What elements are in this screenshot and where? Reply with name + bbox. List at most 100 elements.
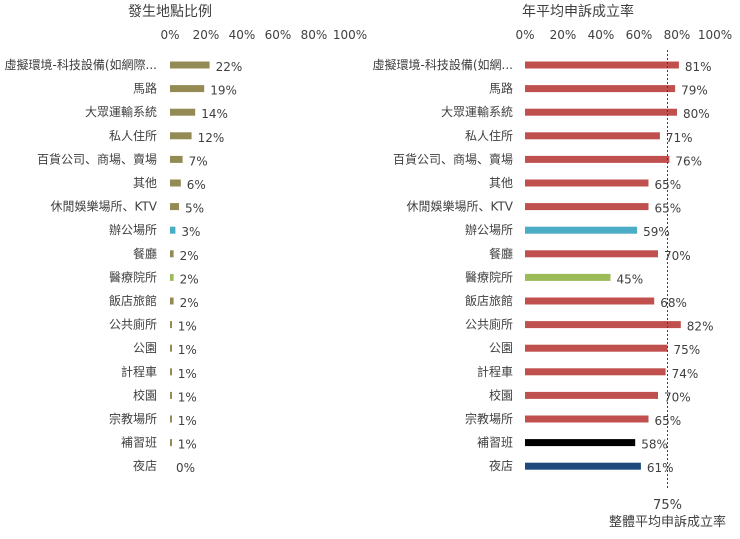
- right-value-label: 68%: [660, 296, 687, 310]
- right-category-label: 夜店: [489, 458, 513, 473]
- left-axis-tick-label: 20%: [193, 28, 220, 42]
- left-bar: [170, 108, 196, 116]
- left-bar: [170, 368, 172, 376]
- left-category-label: 休閒娛樂場所、KTV: [51, 199, 158, 214]
- right-chart-title: 年平均申訴成立率: [522, 3, 634, 20]
- right-category-label: 計程車: [477, 364, 513, 379]
- left-value-label: 1%: [178, 414, 197, 428]
- left-bar: [170, 155, 183, 163]
- left-category-label: 大眾運輸系統: [85, 104, 157, 119]
- right-bar: [525, 321, 681, 329]
- left-bar: [170, 85, 205, 93]
- left-category-label: 飯店旅館: [109, 293, 157, 308]
- right-bar: [525, 368, 666, 376]
- right-value-label: 65%: [655, 414, 682, 428]
- left-bar: [170, 297, 174, 305]
- right-category-label: 醫療院所: [465, 270, 513, 284]
- right-axis-tick-label: 0%: [515, 28, 534, 42]
- right-value-label: 61%: [647, 461, 674, 475]
- left-value-label: 2%: [180, 272, 199, 286]
- left-bar: [170, 226, 176, 234]
- right-bar: [525, 155, 670, 163]
- left-axis-tick-label: 100%: [333, 28, 367, 42]
- left-value-label: 12%: [198, 131, 225, 145]
- left-category-label: 公共廁所: [109, 317, 157, 332]
- right-category-label: 辦公場所: [465, 223, 513, 237]
- left-value-label: 3%: [181, 225, 200, 239]
- left-category-label: 醫療院所: [109, 270, 157, 284]
- right-bar: [525, 462, 641, 470]
- left-chart-title: 發生地點比例: [128, 4, 212, 20]
- right-category-label: 馬路: [489, 81, 513, 96]
- left-axis-tick-label: 40%: [229, 28, 256, 42]
- right-bar: [525, 391, 658, 399]
- left-category-label: 計程車: [121, 364, 157, 379]
- left-category-label: 其他: [133, 176, 157, 190]
- right-bar: [525, 179, 649, 187]
- left-category-label: 餐廳: [133, 246, 157, 261]
- left-bar: [170, 132, 192, 140]
- left-bar: [170, 439, 172, 447]
- left-category-label: 補習班: [121, 436, 157, 450]
- right-bar: [525, 61, 679, 69]
- right-bar: [525, 439, 636, 447]
- left-bar: [170, 250, 174, 258]
- right-category-label: 其他: [489, 176, 513, 190]
- right-value-label: 71%: [666, 131, 693, 145]
- right-value-label: 81%: [685, 60, 712, 74]
- left-bar: [170, 415, 172, 423]
- right-category-label: 公園: [489, 341, 513, 355]
- right-value-label: 58%: [641, 438, 668, 452]
- left-category-label: 馬路: [133, 81, 157, 96]
- right-bar: [525, 273, 611, 281]
- left-value-label: 1%: [178, 343, 197, 357]
- right-axis-tick-label: 80%: [664, 28, 691, 42]
- left-bar: [170, 344, 172, 352]
- right-category-label: 飯店旅館: [465, 293, 513, 308]
- left-category-label: 百貨公司、商場、賣場: [37, 151, 157, 166]
- left-category-label: 夜店: [133, 458, 157, 473]
- right-category-label: 百貨公司、商場、賣場: [393, 151, 513, 166]
- right-value-label: 79%: [681, 84, 708, 98]
- right-value-label: 65%: [655, 202, 682, 216]
- right-value-label: 70%: [664, 390, 691, 404]
- right-bar: [525, 415, 649, 423]
- right-bar: [525, 108, 677, 116]
- right-category-label: 大眾運輸系統: [441, 104, 513, 119]
- left-axis-tick-label: 60%: [265, 28, 292, 42]
- left-category-label: 公園: [133, 341, 157, 355]
- right-value-label: 45%: [617, 272, 644, 286]
- left-category-label: 辦公場所: [109, 223, 157, 237]
- right-reference-label: 整體平均申訴成立率: [609, 514, 726, 530]
- right-value-label: 75%: [674, 343, 701, 357]
- right-category-label: 虛擬環境-科技設備(如網...: [373, 57, 513, 72]
- left-axis-tick-label: 0%: [160, 28, 179, 42]
- right-bar: [525, 297, 655, 305]
- left-category-label: 私人住所: [109, 129, 157, 143]
- left-bar: [170, 321, 172, 329]
- left-category-label: 宗教場所: [109, 411, 157, 426]
- left-bar: [170, 61, 210, 69]
- right-value-label: 80%: [683, 107, 710, 121]
- right-value-label: 70%: [664, 249, 691, 263]
- right-bar: [525, 344, 668, 352]
- right-category-label: 校園: [489, 387, 513, 402]
- left-axis-tick-label: 80%: [301, 28, 328, 42]
- left-value-label: 19%: [210, 84, 237, 98]
- left-value-label: 14%: [201, 107, 228, 121]
- right-axis-tick-label: 40%: [588, 28, 615, 42]
- left-bar: [170, 273, 174, 281]
- left-value-label: 1%: [178, 320, 197, 334]
- left-bar: [170, 179, 181, 187]
- right-reference-value: 75%: [653, 498, 682, 513]
- right-category-label: 餐廳: [489, 246, 513, 261]
- right-category-label: 公共廁所: [465, 317, 513, 332]
- right-value-label: 76%: [675, 154, 702, 168]
- right-bar: [525, 203, 649, 211]
- right-value-label: 65%: [655, 178, 682, 192]
- right-bar: [525, 226, 638, 234]
- right-category-label: 私人住所: [465, 129, 513, 143]
- right-axis-tick-label: 100%: [698, 28, 732, 42]
- left-category-label: 虛擬環境-科技設備(如網際...: [5, 57, 157, 72]
